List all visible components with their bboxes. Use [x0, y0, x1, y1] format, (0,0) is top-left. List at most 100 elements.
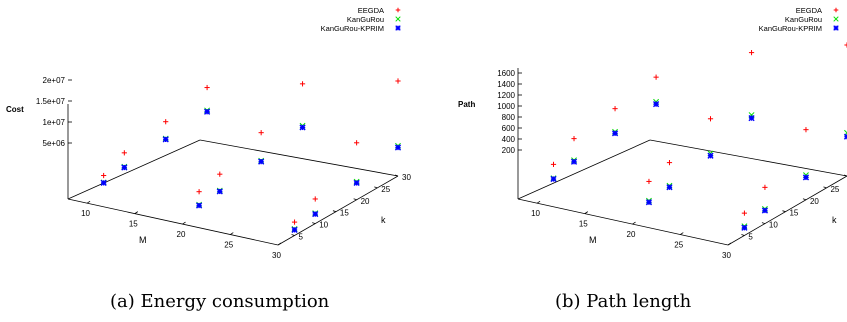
x-tick-mark	[86, 200, 91, 204]
x-axis-title: M	[139, 235, 147, 245]
x-tick-label: 15	[129, 220, 138, 229]
data-point	[550, 175, 557, 183]
z-axis-title: Path	[458, 100, 475, 109]
data-point	[571, 136, 577, 142]
data-point	[653, 74, 659, 80]
y-axis-line	[727, 175, 847, 246]
data-point	[291, 226, 298, 233]
y-axis-line	[277, 175, 399, 246]
data-point	[803, 127, 809, 133]
data-point	[707, 116, 714, 122]
x-tick-mark	[536, 200, 541, 204]
x-tick-mark	[680, 232, 684, 235]
data-point	[196, 202, 203, 209]
x-tick-label: 30	[722, 251, 731, 260]
data-point	[762, 184, 768, 190]
legend-label: EEGDA	[796, 6, 822, 15]
data-point	[101, 172, 107, 179]
y-tick-label: 20	[361, 197, 370, 206]
data-point	[844, 42, 847, 48]
y-tick-label: 25	[381, 185, 390, 194]
y-tick-mark	[353, 198, 357, 201]
legend-label: KanGuRou-KPRIM	[321, 24, 384, 33]
caption: (b) Path length	[555, 291, 692, 312]
data-point	[258, 158, 265, 165]
z-tick-label: 1.5e+07	[36, 97, 66, 106]
back-axis-line	[67, 139, 201, 200]
legend-marker	[833, 25, 839, 31]
y-tick-mark	[782, 210, 786, 213]
data-point	[741, 210, 748, 216]
data-point	[550, 161, 557, 167]
back-axis-line	[649, 139, 847, 177]
data-point	[204, 84, 210, 91]
x-tick-mark	[134, 211, 139, 214]
y-tick-label: 5	[299, 232, 304, 241]
y-tick-mark	[802, 198, 807, 201]
z-tick-label: 1e+07	[43, 118, 66, 127]
x-tick-mark	[230, 232, 234, 235]
y-tick-mark	[394, 174, 399, 177]
z-tick-label: 400	[502, 135, 516, 144]
x-tick-mark	[584, 211, 589, 214]
x-axis-title: M	[589, 235, 597, 245]
data-point	[748, 115, 755, 122]
y-axis-title: k	[832, 215, 837, 225]
x-tick-mark	[277, 242, 282, 246]
y-tick-mark	[761, 222, 766, 224]
x-tick-label: 20	[177, 230, 186, 239]
data-point	[570, 158, 578, 165]
data-point	[121, 150, 127, 156]
z-tick-label: 1000	[497, 102, 515, 111]
data-point	[394, 144, 402, 151]
data-point	[354, 140, 360, 146]
y-tick-mark	[312, 222, 316, 224]
data-point	[395, 78, 401, 84]
data-point	[748, 50, 755, 56]
z-tick-label: 1400	[497, 80, 515, 89]
z-tick-label: 600	[502, 124, 516, 133]
x-tick-mark	[727, 242, 732, 246]
data-point	[761, 207, 769, 214]
data-point	[100, 179, 107, 186]
data-point	[646, 178, 652, 185]
x-tick-label: 30	[272, 251, 281, 260]
legend-marker	[395, 7, 401, 13]
x-tick-label: 15	[579, 220, 588, 229]
x-tick-label: 25	[674, 241, 683, 250]
data-point	[196, 189, 202, 195]
data-point	[121, 164, 128, 171]
data-point	[299, 81, 306, 87]
data-point	[741, 224, 748, 231]
legend-marker	[833, 7, 839, 13]
x-tick-label: 10	[531, 209, 540, 218]
data-point	[312, 196, 318, 202]
data-point	[216, 188, 223, 195]
chart-panel-energy: Cost M k (a) Energy consumption 10 15 20 25…	[6, 6, 411, 312]
x-tick-mark	[632, 221, 636, 225]
data-point	[611, 130, 619, 137]
legend-marker	[833, 16, 839, 22]
data-point	[666, 184, 673, 191]
y-axis-title: k	[381, 215, 386, 225]
y-tick-label: 30	[402, 173, 411, 182]
legend-marker	[395, 25, 401, 31]
y-tick-label: 15	[340, 209, 349, 218]
z-tick-label: 800	[502, 113, 516, 122]
chart-panel-path: Path M k (b) Path length 10 15 20 25 30 5 10 15…	[458, 6, 847, 312]
data-point	[291, 219, 298, 225]
data-point	[612, 106, 618, 112]
y-tick-mark	[332, 210, 337, 213]
data-point	[707, 152, 714, 159]
data-point	[802, 174, 810, 181]
z-tick-label: 2e+07	[43, 76, 66, 85]
legend-label: EEGDA	[358, 6, 384, 15]
legend-label: KanGuRou	[785, 15, 822, 24]
y-tick-mark	[823, 186, 827, 189]
y-tick-label: 15	[789, 209, 798, 218]
y-tick-label: 25	[830, 185, 839, 194]
x-axis-line	[517, 198, 729, 246]
y-tick-label: 5	[748, 232, 753, 241]
data-point	[162, 136, 169, 143]
